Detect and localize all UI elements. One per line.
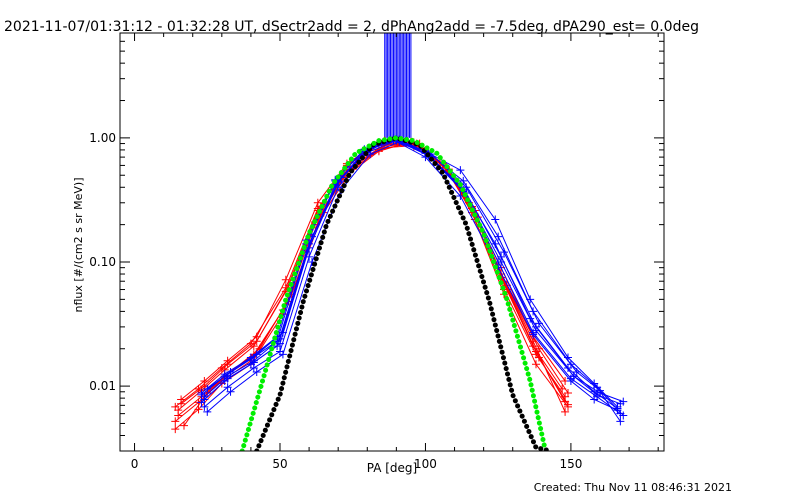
created-timestamp: Created: Thu Nov 11 08:46:31 2021	[533, 481, 732, 494]
blue-point	[223, 383, 232, 392]
blue-point	[197, 390, 206, 399]
blue-point	[616, 417, 625, 426]
blue-point	[200, 395, 209, 404]
plot-frame	[119, 32, 665, 452]
blue-series-line	[201, 139, 618, 409]
blue-point	[226, 387, 235, 396]
red-point	[194, 405, 203, 414]
blue-point	[494, 232, 503, 241]
red-point	[564, 400, 572, 409]
blue-series-line	[206, 141, 624, 413]
blue-point	[491, 239, 500, 248]
x-axis-label: PA [deg]	[367, 461, 417, 475]
x-tick-label: 150	[559, 457, 582, 471]
blue-point	[529, 307, 538, 316]
blue-point	[203, 407, 212, 416]
red-point	[223, 360, 232, 369]
blue-point	[613, 404, 622, 413]
red-point	[177, 399, 186, 408]
blue-point	[278, 350, 287, 359]
blue-point	[252, 367, 261, 376]
blue-point	[200, 402, 209, 411]
x-tick-label: 0	[131, 457, 139, 471]
red-point	[174, 406, 183, 415]
blue-point	[220, 372, 229, 381]
blue-point	[564, 363, 572, 372]
blue-series-line	[206, 138, 624, 416]
blue-point	[590, 387, 599, 396]
red-point	[561, 407, 570, 416]
y-axis-label: nflux [#/(cm2 s sr MeV)]	[72, 178, 85, 313]
chart-title: 2021-11-07/01:31:12 - 01:32:28 UT, dSect…	[4, 19, 699, 35]
red-point	[564, 388, 572, 397]
blue-point	[456, 192, 465, 201]
blue-series-line	[204, 140, 621, 422]
blue-point	[246, 355, 255, 364]
x-tick-label: 100	[414, 457, 437, 471]
blue-point	[590, 379, 599, 388]
red-point	[171, 417, 180, 426]
red-point	[252, 337, 261, 346]
red-point	[532, 360, 540, 369]
green-model-curve	[239, 135, 548, 451]
blue-point	[526, 314, 535, 323]
x-tick-label: 50	[272, 457, 287, 471]
blue-point	[529, 328, 538, 337]
blue-point	[456, 166, 465, 175]
blue-point	[491, 215, 500, 224]
blue-point	[616, 409, 625, 418]
blue-point	[564, 353, 572, 362]
y-tick-label: 0.01	[89, 379, 116, 393]
red-point	[171, 425, 180, 434]
blue-point	[566, 374, 575, 383]
blue-point	[526, 295, 535, 304]
black-model-curve	[254, 135, 554, 451]
red-series-line	[174, 141, 566, 430]
red-point	[180, 421, 188, 430]
blue-point	[619, 397, 628, 406]
red-point	[281, 275, 290, 284]
y-tick-label: 0.10	[89, 255, 116, 269]
y-tick-label: 1.00	[89, 131, 116, 145]
